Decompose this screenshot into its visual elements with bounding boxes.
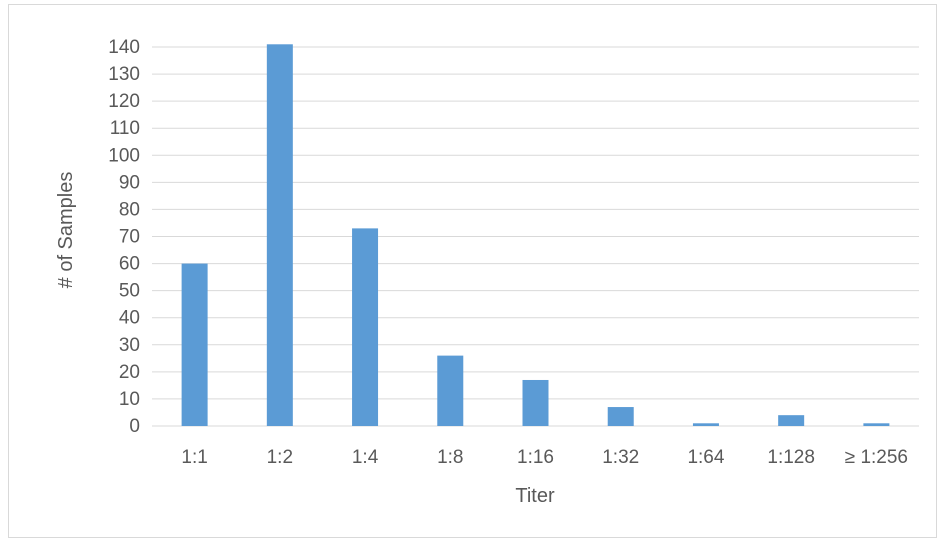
x-tick-label: 1:2 [267, 447, 293, 468]
y-tick-label: 20 [119, 362, 140, 383]
y-tick-label: 50 [119, 281, 140, 302]
y-tick-label: 110 [110, 118, 140, 139]
y-tick-label: 130 [108, 64, 140, 85]
chart-border [8, 4, 937, 538]
x-axis-title: Titer [515, 485, 555, 507]
y-tick-label: 10 [119, 389, 140, 410]
x-tick-label: 1:32 [602, 447, 639, 468]
x-tick-label: 1:1 [181, 447, 207, 468]
bar [522, 379, 549, 426]
y-tick-label: 140 [108, 37, 140, 58]
x-axis-ticks: 1:1 1:2 1:4 1:8 1:16 1:32 1:64 1:128 ≥ 1:256 [181, 447, 908, 468]
y-tick-label: 0 [129, 416, 140, 437]
y-tick-label: 60 [119, 254, 140, 275]
bar [692, 423, 719, 426]
y-tick-label: 40 [119, 308, 140, 329]
bar [266, 44, 293, 427]
x-tick-label: 1:8 [437, 447, 463, 468]
y-tick-label: 100 [108, 145, 140, 166]
bar [181, 263, 208, 426]
x-tick-label: 1:64 [687, 447, 724, 468]
bar [863, 423, 890, 426]
x-tick-label: ≥ 1:256 [845, 447, 908, 468]
bar [778, 415, 805, 426]
y-tick-label: 80 [119, 199, 140, 220]
y-tick-label: 70 [119, 227, 140, 248]
y-tick-label: 120 [108, 91, 140, 112]
y-tick-label: 90 [119, 172, 140, 193]
bar [437, 355, 464, 426]
x-tick-label: 1:16 [517, 447, 554, 468]
y-axis-title: # of Samples [55, 172, 77, 289]
y-tick-label: 30 [119, 335, 140, 356]
x-tick-label: 1:128 [767, 447, 815, 468]
bar [607, 407, 634, 426]
y-axis-ticks: 0 10 20 30 40 50 60 70 80 90 100 110 120 130 140 [108, 37, 140, 437]
bar [352, 228, 379, 426]
x-tick-label: 1:4 [352, 447, 379, 468]
bars [181, 44, 890, 427]
